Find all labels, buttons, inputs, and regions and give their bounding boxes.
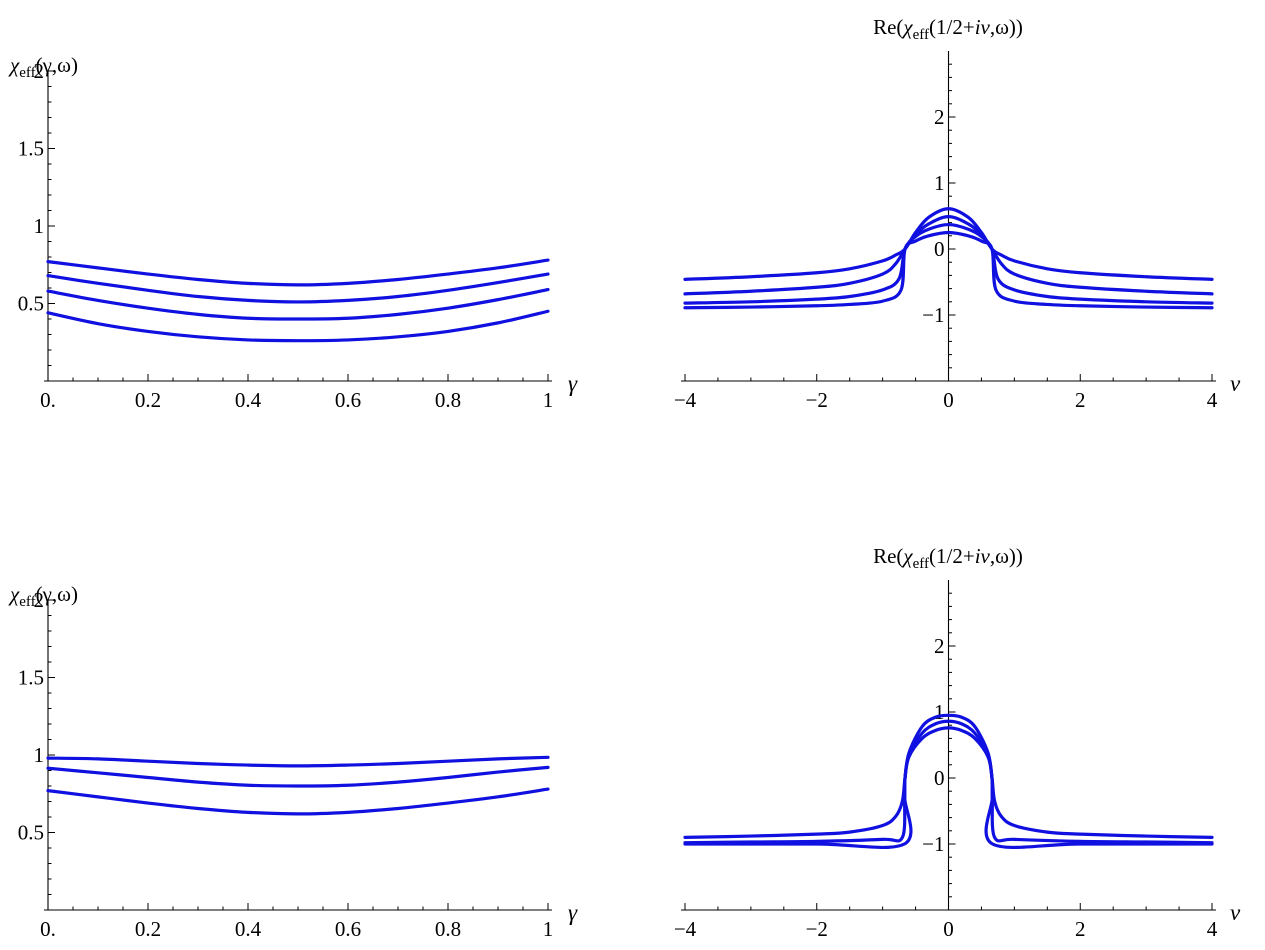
y-tick-label: 0.5	[18, 821, 44, 845]
y-tick-label: 2	[34, 59, 45, 83]
x-tick-label: 0.	[40, 388, 56, 412]
x-axis-label: γ	[568, 371, 578, 396]
series-line-3	[683, 222, 1214, 305]
series-line-2	[683, 215, 1214, 296]
y-tick-label: 0.5	[18, 292, 44, 316]
y-tick-label: 2	[934, 634, 945, 658]
x-tick-label: 0.	[40, 917, 56, 941]
chart-title-part: iν	[975, 544, 991, 568]
y-tick-label: 1	[34, 214, 45, 238]
x-axis-label: ν	[1230, 900, 1241, 925]
y-axis-label-part: (γ,ω)	[36, 53, 78, 77]
y-tick-label: 1	[934, 700, 945, 724]
series-line-3	[683, 726, 1214, 849]
chart-title-part: eff	[913, 27, 929, 43]
x-tick-label: 0	[943, 917, 954, 941]
x-axis-label: γ	[568, 900, 578, 925]
chart-title-part: (1/2+	[929, 544, 975, 568]
panel-top-left-chi-gamma: 0. 0.2 0.4 0.6 0.8 1 0.5 1 1.5 2 γ χeff(γ,ω)	[8, 53, 578, 412]
panel-top-right-re-chi-nu: −4 −2 0 2 4 −1 0 1 2 ν Re(χeff(1/2+iν,ω))	[674, 15, 1241, 412]
series-line-2	[46, 272, 550, 304]
x-tick-label: 0.6	[335, 388, 361, 412]
y-tick-label: 2	[934, 105, 945, 129]
chart-title-part: iν	[975, 15, 991, 39]
series-line-4	[46, 309, 550, 343]
series-line-4	[683, 230, 1214, 310]
chart-title-part: Re(	[873, 544, 903, 568]
y-tick-label: 1	[34, 743, 45, 767]
series-line-3	[46, 787, 550, 816]
x-tick-label: 0.8	[435, 388, 461, 412]
x-tick-label: 0	[943, 388, 954, 412]
panel-bottom-right-re-chi-nu: −4 −2 0 2 4 −1 0 1 2 ν Re(χeff(1/2+iν,ω))	[674, 544, 1241, 941]
x-axis-label: ν	[1230, 371, 1241, 396]
x-tick-label: 2	[1075, 917, 1086, 941]
chart-title-part: Re(	[873, 15, 903, 39]
series-line-2	[683, 719, 1214, 845]
x-tick-label: 0.2	[135, 388, 161, 412]
y-tick-label: 1.5	[18, 666, 44, 690]
y-tick-label: 1.5	[18, 137, 44, 161]
y-tick-label: −1	[922, 832, 944, 856]
x-tick-label: −4	[674, 917, 697, 941]
x-tick-label: 0.8	[435, 917, 461, 941]
series-line-1	[683, 207, 1214, 281]
y-tick-label: 2	[34, 588, 45, 612]
y-axis-label-part: χ	[8, 53, 20, 77]
y-axis-label-part: χ	[8, 582, 20, 606]
x-tick-label: 0.2	[135, 917, 161, 941]
chart-title: Re(χeff(1/2+iν,ω))	[873, 544, 1023, 572]
x-tick-label: 4	[1207, 388, 1218, 412]
y-axis-label-part: eff	[19, 594, 35, 610]
y-tick-label: 0	[934, 766, 945, 790]
x-tick-label: 0.4	[235, 388, 262, 412]
series-line-1	[683, 713, 1214, 839]
panel-bottom-left-chi-gamma: 0. 0.2 0.4 0.6 0.8 1 0.5 1 1.5 2 γ χeff(γ,ω)	[8, 582, 578, 941]
x-tick-label: 1	[543, 917, 554, 941]
y-tick-label: −1	[922, 303, 944, 327]
y-axis-label-part: (γ,ω)	[36, 582, 78, 606]
y-axis-label-part: eff	[19, 65, 35, 81]
x-tick-label: 1	[543, 388, 554, 412]
x-tick-label: 0.4	[235, 917, 262, 941]
y-tick-label: 1	[934, 171, 945, 195]
chart-title-part: χ	[901, 15, 913, 39]
x-tick-label: 0.6	[335, 917, 361, 941]
chart-title-part: ,ω))	[990, 15, 1023, 39]
x-tick-label: −4	[674, 388, 697, 412]
x-tick-label: 4	[1207, 917, 1218, 941]
series-line-1	[46, 258, 550, 287]
x-tick-label: −2	[806, 388, 828, 412]
chart-title-part: eff	[913, 556, 929, 572]
chart-title-part: (1/2+	[929, 15, 975, 39]
series-line-3	[46, 287, 550, 321]
y-tick-label: 0	[934, 237, 945, 261]
x-tick-label: −2	[806, 917, 828, 941]
chart-title: Re(χeff(1/2+iν,ω))	[873, 15, 1023, 43]
x-tick-label: 2	[1075, 388, 1086, 412]
chart-title-part: ,ω))	[990, 544, 1023, 568]
y-axis-label: χeff(γ,ω)	[8, 53, 78, 81]
series-line-1	[46, 755, 550, 768]
series-line-2	[46, 765, 550, 788]
y-axis-label: χeff(γ,ω)	[8, 582, 78, 610]
chart-title-part: χ	[901, 544, 913, 568]
